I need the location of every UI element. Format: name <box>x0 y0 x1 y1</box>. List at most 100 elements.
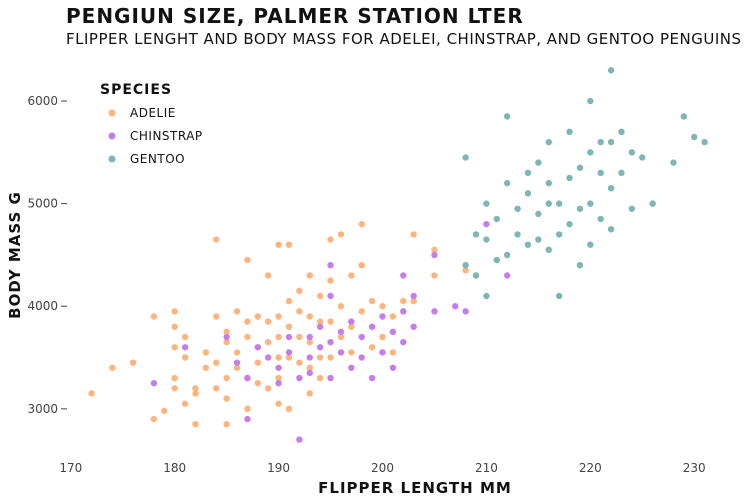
data-point-chinstrap <box>265 354 272 361</box>
data-point-adelie <box>265 338 272 346</box>
data-point-adelie <box>192 421 199 428</box>
data-point-adelie <box>327 354 334 361</box>
data-point-chinstrap <box>503 272 511 279</box>
data-point-chinstrap <box>327 292 334 300</box>
data-point-adelie <box>316 292 324 300</box>
data-point-gentoo <box>618 128 625 136</box>
data-point-adelie <box>348 272 355 279</box>
data-point-adelie <box>265 385 272 392</box>
data-point-adelie <box>389 349 397 356</box>
data-point-adelie <box>316 374 324 382</box>
data-point-adelie <box>233 308 241 315</box>
data-point-gentoo <box>545 246 552 254</box>
data-point-adelie <box>150 415 158 423</box>
data-point-gentoo <box>503 251 511 259</box>
data-point-gentoo <box>639 154 646 161</box>
data-point-gentoo <box>618 169 625 177</box>
data-point-adelie <box>265 318 272 325</box>
legend-title: SPECIES <box>100 82 172 98</box>
data-point-adelie <box>316 318 324 325</box>
x-axis-title: FLIPPER LENGTH MM <box>318 479 512 497</box>
data-point-adelie <box>358 220 365 228</box>
data-point-adelie <box>379 333 386 341</box>
data-point-chinstrap <box>337 328 345 336</box>
data-point-chinstrap <box>316 323 324 330</box>
x-tick-label: 180 <box>163 461 186 475</box>
data-point-adelie <box>285 297 293 305</box>
data-point-gentoo <box>503 179 511 187</box>
data-point-chinstrap <box>379 313 386 320</box>
data-point-gentoo <box>701 138 708 146</box>
data-point-chinstrap <box>431 308 438 315</box>
legend: SPECIES ADELIE CHINSTRAP GENTOO <box>100 82 203 166</box>
data-point-gentoo <box>545 138 552 146</box>
data-point-adelie <box>213 236 220 243</box>
data-point-chinstrap <box>462 308 469 315</box>
data-point-adelie <box>400 297 407 305</box>
data-point-gentoo <box>597 138 604 146</box>
data-point-chinstrap <box>285 333 293 341</box>
data-point-chinstrap <box>358 333 365 341</box>
data-point-chinstrap <box>150 379 158 387</box>
data-point-gentoo <box>535 236 542 243</box>
data-point-adelie <box>275 374 282 382</box>
data-point-adelie <box>192 385 199 392</box>
data-point-adelie <box>254 313 262 320</box>
data-point-gentoo <box>587 97 594 105</box>
data-point-chinstrap <box>306 333 313 341</box>
data-point-adelie <box>223 328 230 336</box>
legend-marker-adelie <box>108 109 116 117</box>
data-point-chinstrap <box>368 374 376 382</box>
data-point-adelie <box>275 313 282 320</box>
data-point-gentoo <box>597 169 604 177</box>
legend-marker-chinstrap <box>108 132 116 140</box>
data-point-chinstrap <box>410 292 417 300</box>
data-point-chinstrap <box>483 220 490 228</box>
data-point-chinstrap <box>223 333 230 341</box>
data-point-adelie <box>285 241 293 248</box>
data-point-gentoo <box>587 200 594 207</box>
data-point-chinstrap <box>327 374 334 382</box>
data-point-adelie <box>213 359 220 366</box>
data-point-chinstrap <box>327 338 334 346</box>
data-point-adelie <box>327 236 334 243</box>
data-point-gentoo <box>483 200 490 207</box>
legend-label-gentoo: GENTOO <box>130 152 185 166</box>
x-tick-label: 200 <box>371 461 394 475</box>
y-tick-label: 5000 <box>27 197 58 211</box>
data-point-adelie <box>275 241 282 248</box>
data-point-adelie <box>285 323 293 330</box>
data-point-adelie <box>410 231 417 238</box>
data-point-gentoo <box>566 220 573 228</box>
data-point-chinstrap <box>431 251 438 259</box>
data-point-adelie <box>181 333 189 341</box>
x-tick-label: 170 <box>59 461 82 475</box>
data-point-adelie <box>306 338 313 346</box>
data-point-adelie <box>202 349 210 356</box>
data-point-adelie <box>244 256 251 264</box>
data-point-gentoo <box>483 236 490 243</box>
data-point-adelie <box>223 374 230 382</box>
data-point-adelie <box>389 313 397 320</box>
data-point-adelie <box>296 359 303 366</box>
data-point-gentoo <box>493 256 500 264</box>
data-point-adelie <box>379 303 386 310</box>
data-point-adelie <box>171 385 178 392</box>
data-point-adelie <box>181 400 189 407</box>
data-point-chinstrap <box>368 323 376 330</box>
data-point-gentoo <box>555 231 563 238</box>
data-point-gentoo <box>472 231 480 238</box>
data-point-chinstrap <box>306 354 313 361</box>
data-point-adelie <box>244 318 251 325</box>
legend-label-chinstrap: CHINSTRAP <box>130 129 203 143</box>
data-point-adelie <box>431 272 438 279</box>
data-point-chinstrap <box>244 374 251 382</box>
data-point-chinstrap <box>275 364 282 371</box>
data-point-chinstrap <box>337 349 345 356</box>
x-tick-label: 220 <box>579 461 602 475</box>
data-point-adelie <box>358 308 365 315</box>
data-point-chinstrap <box>327 261 334 269</box>
data-point-adelie <box>275 333 282 341</box>
y-tick-label: 3000 <box>27 402 58 416</box>
data-point-gentoo <box>535 210 542 218</box>
